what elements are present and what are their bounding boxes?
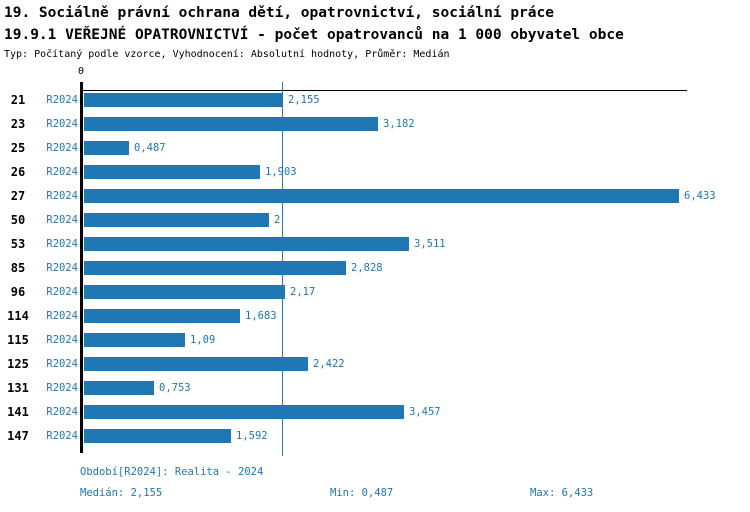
value-bar [84,261,346,275]
row-category-label: 131 [7,381,29,395]
row-category-label: 85 [10,261,26,275]
chart-title-line1: 19. Sociálně právní ochrana dětí, opatro… [4,5,554,21]
bar-value-label: 6,433 [684,190,716,202]
value-bar [84,381,154,395]
y-axis-line [80,82,83,453]
row-category-label: 26 [10,165,26,179]
row-category-label: 114 [7,309,29,323]
bar-value-label: 0,753 [159,382,191,394]
value-bar [84,333,185,347]
bar-value-label: 2,422 [313,358,345,370]
bar-value-label: 3,182 [383,118,415,130]
row-category-label: 141 [7,405,29,419]
row-category-label: 96 [10,285,26,299]
row-category-label: 25 [10,141,26,155]
row-series-label: R2024 [46,118,78,130]
bar-value-label: 1,09 [190,334,216,346]
value-bar [84,213,269,227]
row-category-label: 115 [7,333,29,347]
row-series-label: R2024 [46,94,78,106]
bar-value-label: 3,511 [414,238,446,250]
value-bar [84,237,409,251]
value-bar [84,429,231,443]
bar-value-label: 1,683 [245,310,277,322]
median-stat-label: Medián: 2,155 [80,487,163,499]
row-series-label: R2024 [46,406,78,418]
value-bar [84,309,240,323]
bar-value-label: 0,487 [134,142,166,154]
value-bar [84,189,679,203]
min-stat-label: Min: 0,487 [330,487,394,499]
period-label: Období[R2024]: Realita - 2024 [80,466,264,478]
row-series-label: R2024 [46,214,78,226]
max-stat-label: Max: 6,433 [530,487,594,499]
row-category-label: 50 [10,213,26,227]
row-series-label: R2024 [46,286,78,298]
row-series-label: R2024 [46,358,78,370]
bar-value-label: 1,592 [236,430,268,442]
value-bar [84,165,260,179]
row-series-label: R2024 [46,262,78,274]
value-bar [84,285,285,299]
value-bar [84,93,283,107]
row-series-label: R2024 [46,310,78,322]
row-series-label: R2024 [46,334,78,346]
bar-value-label: 2 [274,214,281,226]
row-category-label: 147 [7,429,29,443]
row-series-label: R2024 [46,382,78,394]
row-series-label: R2024 [46,166,78,178]
bar-value-label: 2,155 [288,94,320,106]
row-series-label: R2024 [46,190,78,202]
value-bar [84,117,378,131]
bar-value-label: 3,457 [409,406,441,418]
bar-value-label: 2,17 [290,286,316,298]
bar-value-label: 1,903 [265,166,297,178]
row-category-label: 21 [10,93,26,107]
row-category-label: 53 [10,237,26,251]
value-bar [84,141,129,155]
row-series-label: R2024 [46,238,78,250]
x-axis-zero-tick-label: 0 [77,66,85,77]
value-bar [84,357,308,371]
row-category-label: 23 [10,117,26,131]
bar-value-label: 2,828 [351,262,383,274]
row-series-label: R2024 [46,142,78,154]
chart-meta-line: Typ: Počítaný podle vzorce, Vyhodnocení:… [4,49,450,60]
row-category-label: 27 [10,189,26,203]
row-category-label: 125 [7,357,29,371]
value-bar [84,405,404,419]
x-axis-line [80,90,687,91]
row-series-label: R2024 [46,430,78,442]
chart-title-line2: 19.9.1 VEŘEJNÉ OPATROVNICTVÍ - počet opa… [4,27,624,43]
